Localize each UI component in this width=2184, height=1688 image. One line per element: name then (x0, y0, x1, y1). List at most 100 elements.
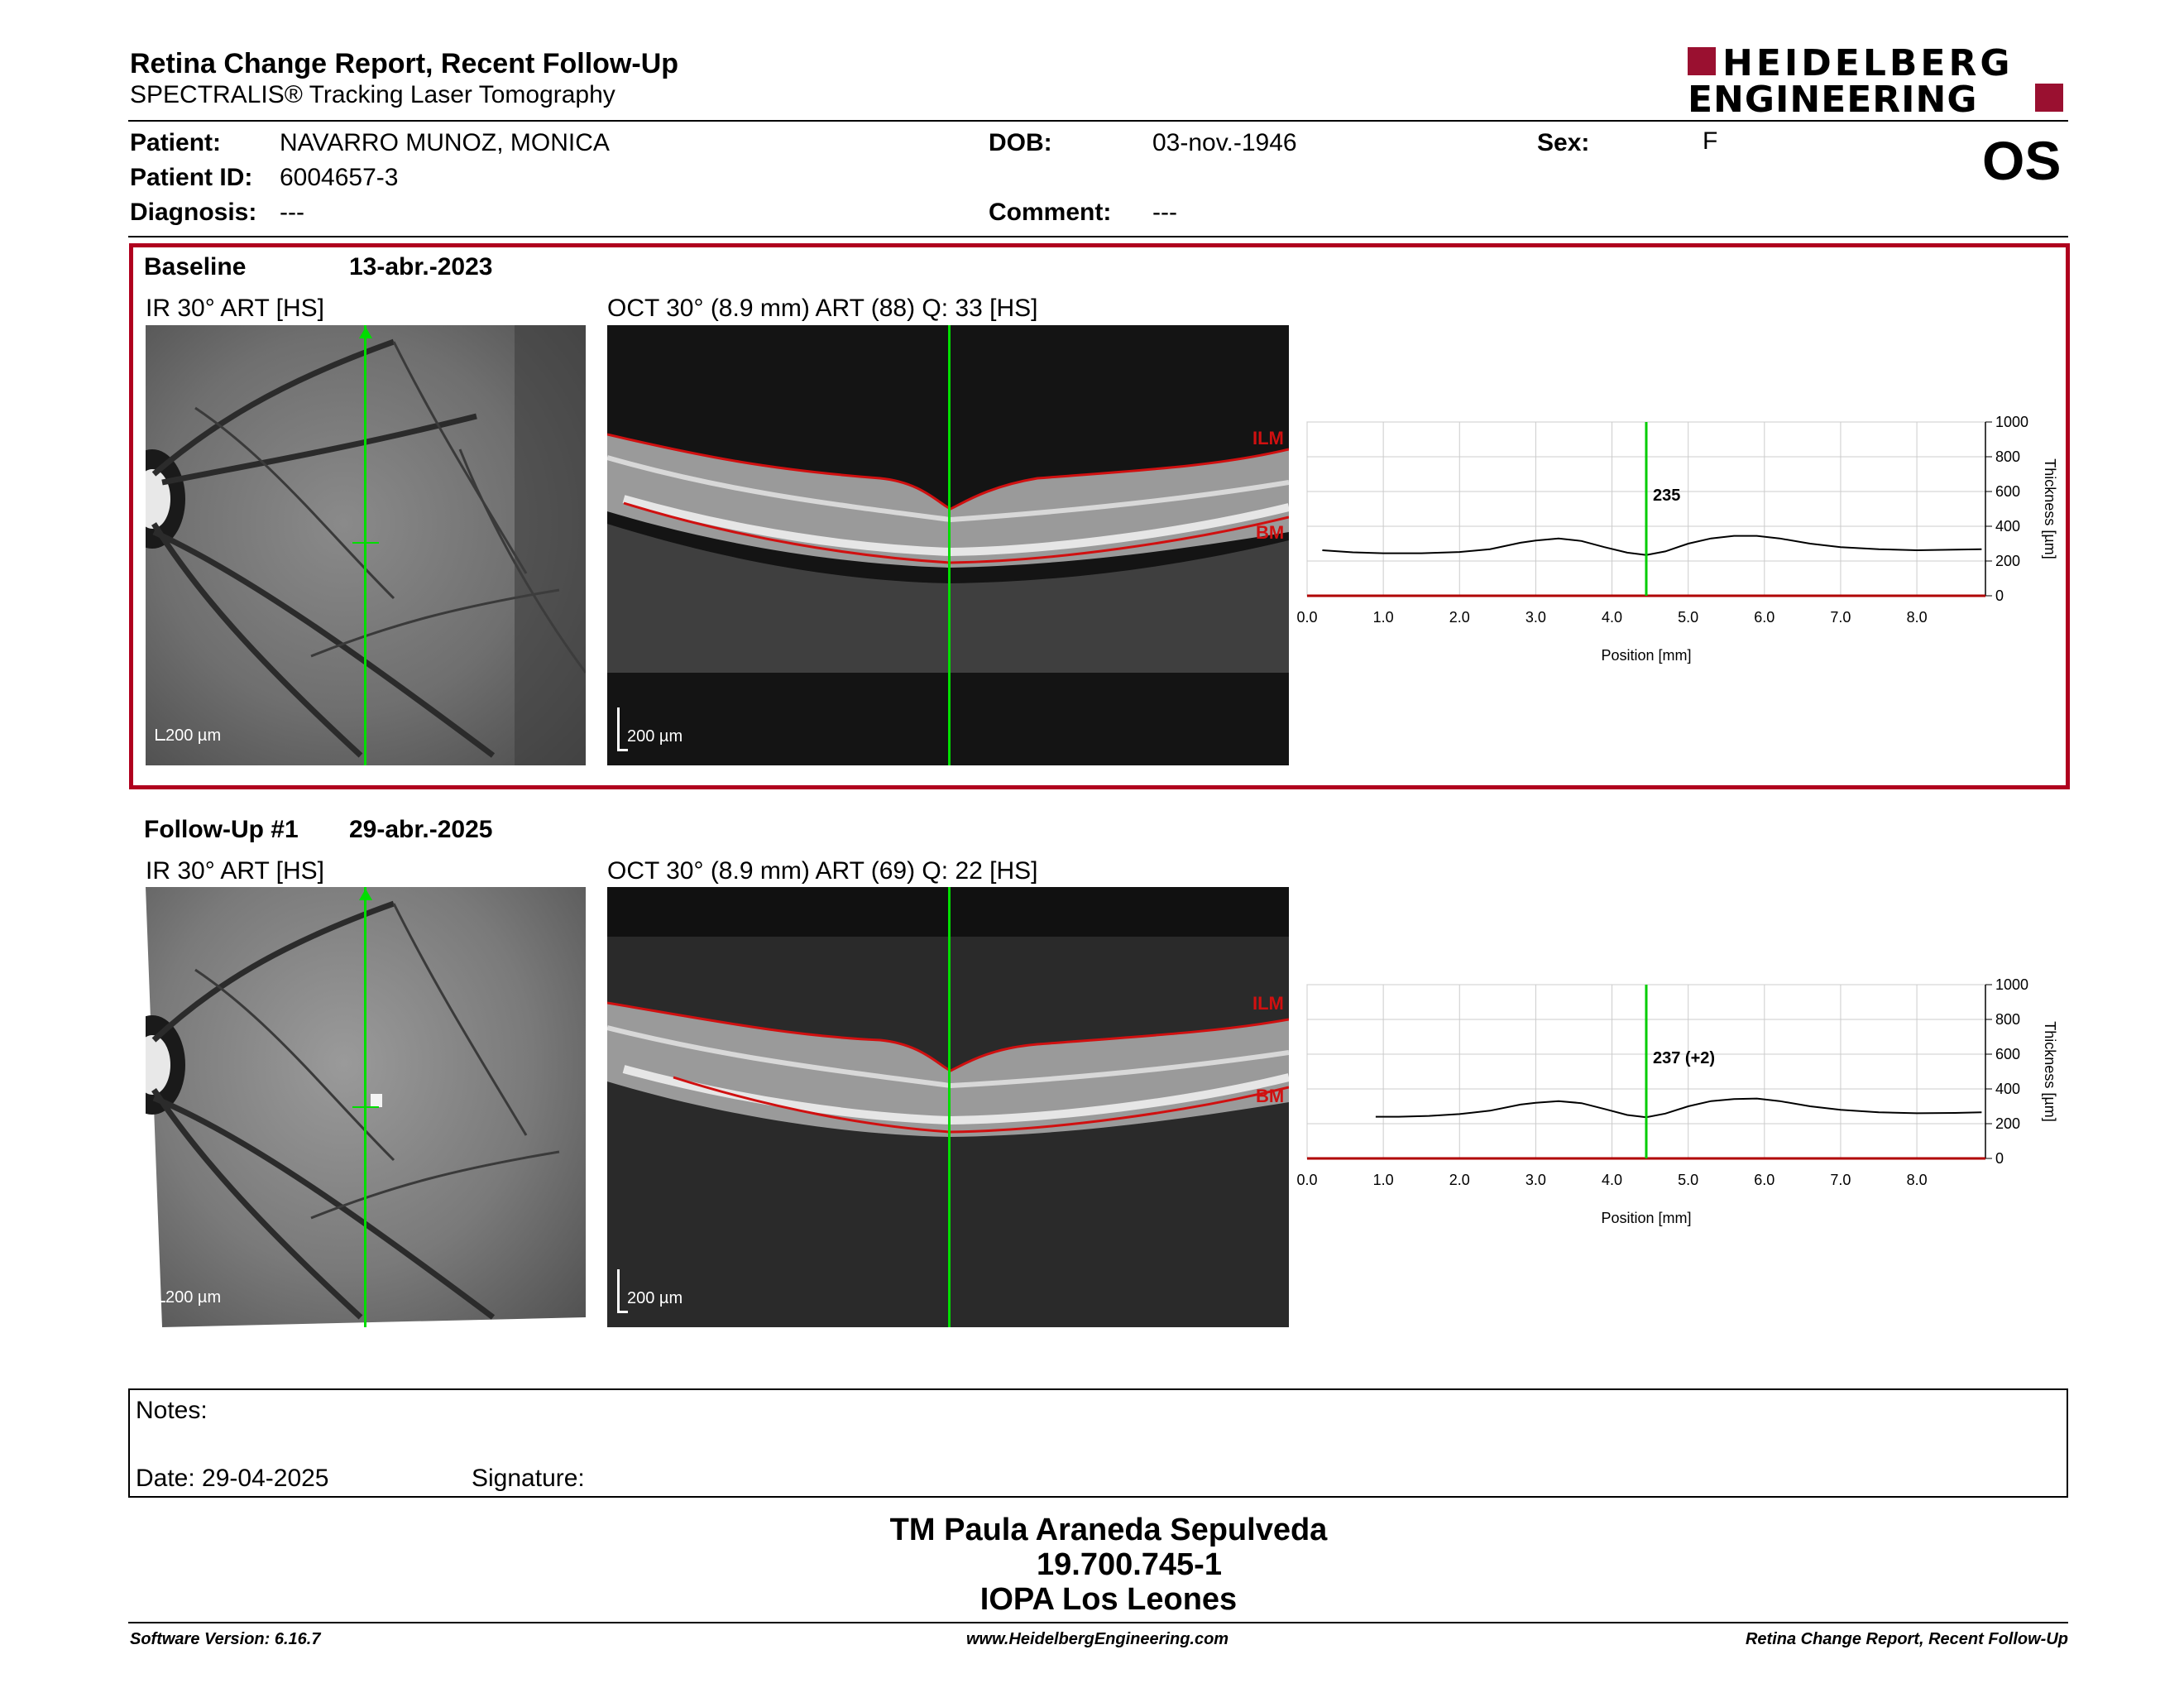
footer-report-name: Retina Change Report, Recent Follow-Up (1745, 1630, 2068, 1648)
chart-x-tick-label: 1.0 (1373, 1172, 1394, 1188)
dob-value: 03-nov.-1946 (1152, 129, 1297, 156)
chart-y-tick-label: 600 (1995, 483, 2020, 500)
logo-text-1: HEIDELBERG (1722, 42, 2014, 84)
followup-ir-vessels (146, 887, 586, 1327)
baseline-oct-scale-bar (617, 707, 628, 751)
chart-x-tick-label: 0.0 (1296, 609, 1317, 626)
sex-value: F (1703, 127, 1718, 155)
followup-ir-center-mark (352, 1106, 379, 1108)
followup-ir-scale-bar (156, 1291, 165, 1302)
comment-label: Comment: (989, 199, 1112, 226)
baseline-ir-scan-line (364, 325, 366, 765)
baseline-oct-scale-label: 200 µm (627, 727, 683, 746)
followup-ir-fundus-image: 200 µm (146, 887, 586, 1327)
followup-label: Follow-Up #1 (144, 816, 299, 843)
footer-software-version: Software Version: 6.16.7 (130, 1630, 321, 1648)
followup-oct-bscan-image: ILM BM 200 µm (607, 887, 1289, 1327)
report-subtitle: SPECTRALIS® Tracking Laser Tomography (130, 81, 615, 108)
chart-x-tick-label: 5.0 (1678, 1172, 1698, 1188)
baseline-ir-title: IR 30° ART [HS] (146, 295, 324, 322)
patient-divider (128, 236, 2068, 237)
notes-box[interactable] (128, 1388, 2068, 1498)
chart-x-tick-label: 3.0 (1525, 1172, 1546, 1188)
chart-cursor-value-label: 235 (1653, 487, 1680, 505)
baseline-thickness-chart: 0.0 1.0 2.0 3.0 4.0 5.0 6.0 7.0 8.0 0 200 400 600 800… (1296, 414, 2058, 664)
baseline-ir-center-mark (352, 542, 379, 544)
logo-text-2: ENGINEERING (1688, 79, 1978, 121)
patient-id-label: Patient ID: (130, 164, 253, 191)
comment-value: --- (1152, 199, 1177, 226)
baseline-bm-label: BM (1256, 522, 1285, 543)
followup-ir-title: IR 30° ART [HS] (146, 857, 324, 885)
baseline-frame (129, 243, 2070, 789)
patient-label: Patient: (130, 129, 222, 156)
footer-website-link[interactable]: www.HeidelbergEngineering.com (966, 1630, 1229, 1648)
followup-oct-scale-bar (617, 1269, 628, 1313)
followup-oct-cursor (948, 887, 951, 1327)
baseline-date: 13-abr.-2023 (349, 253, 493, 281)
chart-x-tick-label: 3.0 (1525, 609, 1546, 626)
chart-y-tick-label: 800 (1995, 1011, 2020, 1028)
sex-label: Sex: (1537, 129, 1590, 156)
header-divider (128, 120, 2068, 122)
chart-x-tick-label: 7.0 (1830, 609, 1851, 626)
chart-y-tick-label: 1000 (1995, 976, 2028, 993)
stamp-rut: 19.700.745-1 (1037, 1547, 1222, 1582)
followup-thickness-chart: 0.0 1.0 2.0 3.0 4.0 5.0 6.0 7.0 8.0 0 200 400 600 800… (1296, 976, 2058, 1226)
chart-x-tick-label: 4.0 (1602, 1172, 1622, 1188)
baseline-ir-arrowhead (359, 327, 372, 338)
chart-x-tick-label: 8.0 (1907, 609, 1928, 626)
patient-id: 6004657-3 (280, 164, 399, 191)
chart-y-tick-label: 0 (1995, 1150, 2004, 1167)
baseline-oct-cursor (948, 325, 951, 765)
chart-x-tick-label: 8.0 (1907, 1172, 1928, 1188)
chart-x-tick-label: 5.0 (1678, 609, 1698, 626)
notes-label: Notes: (136, 1397, 208, 1424)
chart-x-tick-label: 4.0 (1602, 609, 1622, 626)
dob-label: DOB: (989, 129, 1052, 156)
chart-y-tick-label: 0 (1995, 587, 2004, 604)
stamp-institution: IOPA Los Leones (979, 1582, 1238, 1617)
clinician-stamp: TM Paula Araneda Sepulveda 19.700.745-1 … (745, 1513, 1473, 1617)
chart-y-tick-label: 1000 (1995, 414, 2028, 430)
followup-date: 29-abr.-2025 (349, 816, 493, 843)
baseline-oct-title: OCT 30° (8.9 mm) ART (88) Q: 33 [HS] (607, 295, 1038, 322)
chart-y-axis-label: Thickness [µm] (2042, 458, 2058, 559)
chart-y-tick-label: 600 (1995, 1046, 2020, 1062)
chart-x-tick-label: 0.0 (1296, 1172, 1317, 1188)
signature-label: Signature: (472, 1465, 585, 1492)
footer-divider (128, 1622, 2068, 1623)
heidelberg-logo: HEIDELBERG ENGINEERING (1688, 42, 2068, 121)
diagnosis-value: --- (280, 199, 304, 226)
followup-oct-title: OCT 30° (8.9 mm) ART (69) Q: 22 [HS] (607, 857, 1038, 885)
followup-ir-scale-label: 200 µm (165, 1288, 222, 1307)
chart-y-tick-label: 400 (1995, 1081, 2020, 1097)
baseline-ir-vessels (146, 325, 586, 765)
baseline-ir-fundus-image: 200 µm (146, 325, 586, 765)
chart-x-tick-label: 6.0 (1754, 1172, 1774, 1188)
chart-y-tick-label: 200 (1995, 553, 2020, 569)
diagnosis-label: Diagnosis: (130, 199, 257, 226)
eye-label: OS (1982, 130, 2062, 191)
chart-cursor-value-label: 237 (+2) (1653, 1049, 1715, 1067)
chart-y-axis-label: Thickness [µm] (2042, 1021, 2058, 1121)
followup-ilm-label: ILM (1252, 993, 1284, 1014)
baseline-ir-scale-bar (156, 729, 165, 741)
chart-x-tick-label: 2.0 (1449, 1172, 1470, 1188)
chart-y-tick-label: 200 (1995, 1115, 2020, 1132)
chart-y-tick-label: 400 (1995, 518, 2020, 535)
stamp-name: TM Paula Araneda Sepulveda (889, 1513, 1328, 1547)
chart-thickness-line (1375, 1097, 1982, 1119)
report-title: Retina Change Report, Recent Follow-Up (130, 48, 679, 79)
baseline-label: Baseline (144, 253, 247, 281)
followup-bm-label: BM (1256, 1086, 1285, 1106)
chart-x-tick-label: 2.0 (1449, 609, 1470, 626)
chart-x-tick-label: 7.0 (1830, 1172, 1851, 1188)
chart-x-tick-label: 1.0 (1373, 609, 1394, 626)
logo-square-2 (2035, 84, 2063, 112)
baseline-ir-scale-label: 200 µm (165, 727, 222, 745)
chart-x-axis-label: Position [mm] (1601, 647, 1691, 664)
followup-oct-scale-label: 200 µm (627, 1289, 683, 1307)
baseline-oct-bscan-image: ILM BM 200 µm (607, 325, 1289, 765)
logo-square-1 (1688, 47, 1716, 75)
